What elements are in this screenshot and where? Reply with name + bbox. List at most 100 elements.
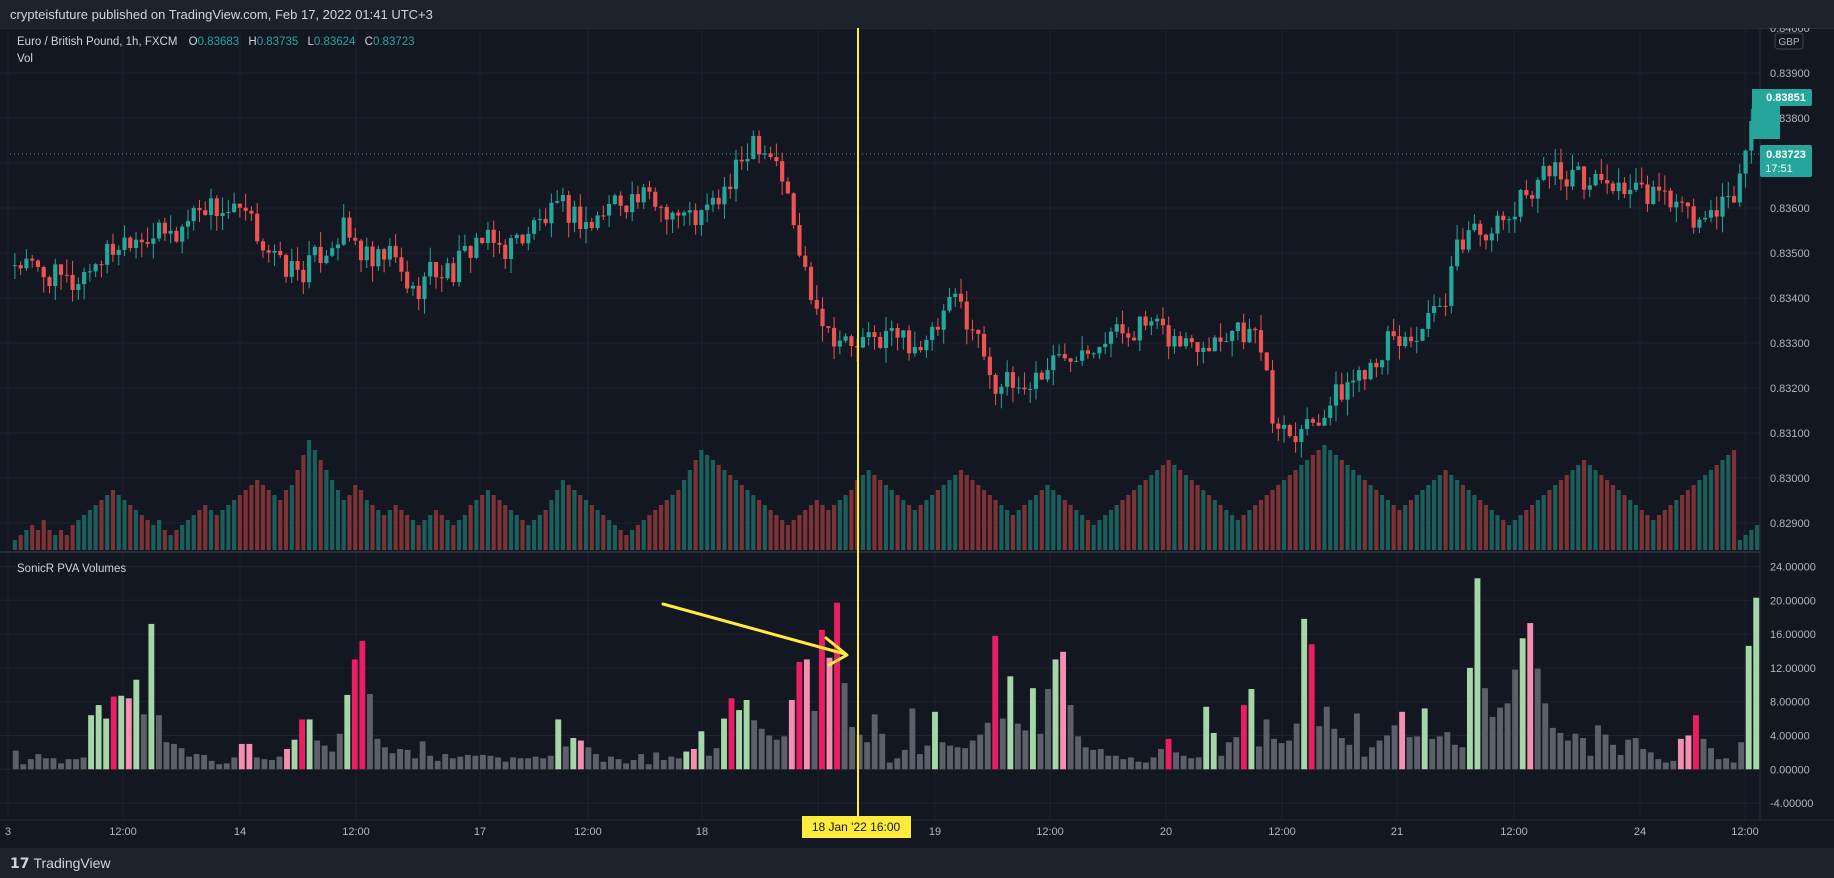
volume-bar [693,460,698,550]
pva-bar [366,694,373,770]
candle-body [1016,387,1021,389]
volume-bar [1022,505,1027,550]
price-tick: 0.83600 [1770,203,1810,215]
volume-bar [162,530,167,550]
candle-body [451,263,456,283]
candle-body [843,336,848,341]
pva-bar [178,748,185,770]
candle-body [445,263,450,279]
pva-bar [1677,738,1684,770]
volume-bar [803,510,808,550]
volume-bar [1039,490,1044,550]
indicator-title[interactable]: SonicR PVA Volumes [17,563,126,575]
candle-body [1437,305,1442,307]
volume-bar [1749,530,1754,550]
volume-bar [1449,475,1454,550]
candle-body [1247,328,1252,343]
legend[interactable]: Euro / British Pound, 1h, FXCM O0.83683 … [17,36,415,65]
candle-body [1114,324,1119,332]
candle-body [1270,370,1275,424]
time-tick: 21 [1391,826,1403,838]
candle-body [901,330,906,338]
volume-bar [24,530,29,550]
candle-body [1518,190,1523,217]
volume-bar [739,485,744,550]
volume-bar [676,490,681,550]
candle-body [906,330,912,354]
candle-body [958,293,964,302]
candle-body [1622,182,1627,195]
svg-text:GBP: GBP [1778,37,1799,48]
pva-axis[interactable]: 24.00000 20.00000 16.00000 12.00000 8.00000 4… [1770,561,1816,810]
volume-bar [595,510,600,550]
tradingview-logo[interactable]: 17 TradingView [10,855,111,872]
candle-body [410,285,416,289]
candle-body [1351,380,1356,383]
candle-body [849,336,854,346]
volume-bar [1564,475,1569,550]
pva-bar [1353,713,1360,770]
candle-body [1258,330,1264,353]
annotation-arrow[interactable] [661,602,849,667]
candle-body [1731,196,1737,203]
pva-bar [721,718,727,770]
pva-tick: 24.00000 [1770,561,1816,573]
pva-bar [42,758,49,770]
volume-bar [272,495,277,550]
pva-bar [382,747,388,770]
pva-bar [276,756,283,770]
candle-body [705,204,710,211]
pva-bar [834,602,840,770]
candle-body [324,255,329,264]
pva-bar [916,754,923,770]
chart-canvas[interactable]: 0.840000.839000.838000.837000.836000.835… [0,28,1834,848]
volume-bar [1195,485,1200,550]
candle-body [30,258,35,261]
candle-body [105,243,110,265]
volume-bar [1483,505,1489,550]
pva-bar [713,748,720,770]
time-tick: 12:00 [342,826,370,838]
volume-bar [682,480,687,550]
pva-bar [58,763,64,770]
currency-label[interactable]: GBP [1774,32,1804,50]
candle-body [1553,162,1558,177]
volume-bar [1593,470,1598,550]
volume-bar [699,450,704,550]
candle-body [595,215,600,229]
candle-body [1391,331,1396,337]
candle-body [981,333,987,357]
pva-bar [1338,738,1345,770]
volume-bar [301,455,306,550]
candle-body [1564,179,1569,187]
candle-body [1506,219,1512,221]
volume-bar [1212,500,1217,550]
volume-bar [185,520,191,550]
pva-bar [939,742,946,770]
volume-bar [601,515,606,550]
candle-body [930,326,935,341]
volume-bar [912,510,917,550]
volume-bar [762,505,767,550]
candle-body [133,239,139,249]
volume-bar [1339,460,1344,550]
candle-body [301,269,306,283]
volume-bar [572,490,577,550]
candle-body [1276,423,1281,429]
volume-bar [526,525,531,550]
pva-bar [803,659,810,770]
candle-body [1397,336,1402,347]
candle-body [35,260,41,268]
pva-bar [374,738,381,770]
pva-bar [1549,727,1556,770]
pva-bar [1708,748,1714,770]
candle-body [768,153,773,158]
volume-bar [993,500,998,550]
volume-bar [30,525,35,550]
pva-bar [1180,755,1187,770]
candle-body [883,330,889,348]
pva-bar [88,715,95,770]
candle-body [641,187,646,203]
volume-bar [364,500,369,550]
candle-body [1091,353,1096,355]
